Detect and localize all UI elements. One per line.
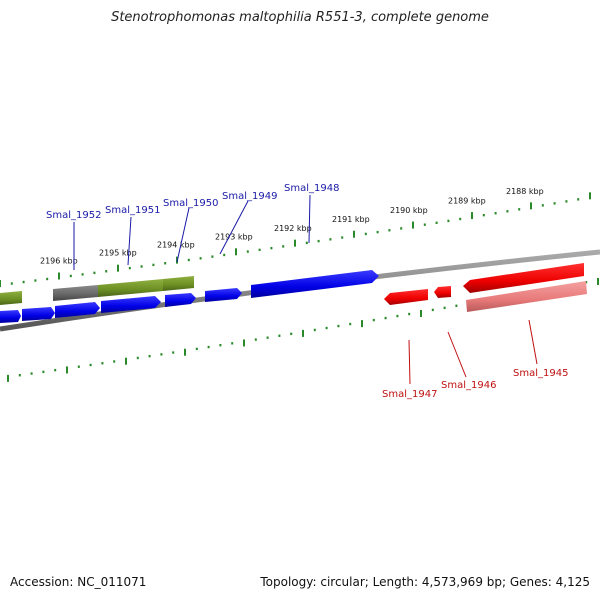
- pseudo-feature[interactable]: [53, 285, 98, 301]
- kbp-tick-label: 2195 kbp: [99, 249, 137, 258]
- upper-features: [0, 276, 194, 305]
- forward-gene-arrow[interactable]: [0, 310, 21, 323]
- kbp-label-group: 2196 kbp 2195 kbp 2194 kbp 2193 kbp 2192 kbp…: [40, 187, 544, 265]
- gene-label-smal-1949[interactable]: Smal_1949: [222, 191, 277, 202]
- rna-feature[interactable]: [163, 276, 194, 291]
- kbp-tick-label: 2193 kbp: [215, 232, 253, 241]
- reverse-pseudo-feature[interactable]: [466, 281, 587, 312]
- kbp-tick-label: 2189 kbp: [448, 197, 486, 206]
- genome-summary-label: Topology: circular; Length: 4,573,969 bp…: [260, 575, 590, 589]
- gene-label-smal-1952[interactable]: Smal_1952: [46, 210, 101, 221]
- rna-feature[interactable]: [98, 279, 163, 297]
- outer-tick-scale: [0, 192, 591, 287]
- forward-gene-arrow[interactable]: [251, 270, 379, 298]
- rna-feature[interactable]: [0, 291, 22, 305]
- kbp-tick-label: 2191 kbp: [332, 215, 370, 224]
- forward-gene-arrow[interactable]: [205, 288, 242, 302]
- forward-gene-arrow[interactable]: [101, 296, 161, 313]
- kbp-tick-label: 2192 kbp: [274, 224, 312, 233]
- kbp-tick-label: 2190 kbp: [390, 206, 428, 215]
- forward-gene-arrow[interactable]: [165, 293, 196, 307]
- kbp-tick-label: 2188 kbp: [506, 187, 544, 196]
- reverse-gene-arrow[interactable]: [463, 263, 584, 293]
- kbp-tick-label: 2194 kbp: [157, 241, 195, 250]
- gene-label-smal-1950[interactable]: Smal_1950: [163, 198, 218, 209]
- forward-strand-genes: [0, 270, 379, 323]
- kbp-tick-label: 2196 kbp: [40, 256, 78, 265]
- forward-gene-arrow[interactable]: [22, 307, 55, 321]
- forward-gene-arrow[interactable]: [55, 302, 100, 318]
- gene-label-smal-1946[interactable]: Smal_1946: [441, 380, 496, 391]
- map-title: Stenotrophomonas maltophilia R551-3, com…: [111, 10, 489, 25]
- gene-labels: Smal_1952 Smal_1951 Smal_1950 Smal_1949 …: [46, 183, 568, 400]
- gene-label-smal-1948[interactable]: Smal_1948: [284, 183, 339, 194]
- reverse-strand-genes: [384, 263, 587, 312]
- accession-label: Accession: NC_011071: [10, 575, 147, 589]
- label-leader-lines: [73, 194, 538, 385]
- gene-label-smal-1951[interactable]: Smal_1951: [105, 205, 160, 216]
- reverse-gene-arrow[interactable]: [434, 286, 451, 298]
- gene-label-smal-1947[interactable]: Smal_1947: [382, 389, 437, 400]
- reverse-gene-arrow[interactable]: [384, 289, 428, 305]
- gene-label-smal-1945[interactable]: Smal_1945: [513, 368, 568, 379]
